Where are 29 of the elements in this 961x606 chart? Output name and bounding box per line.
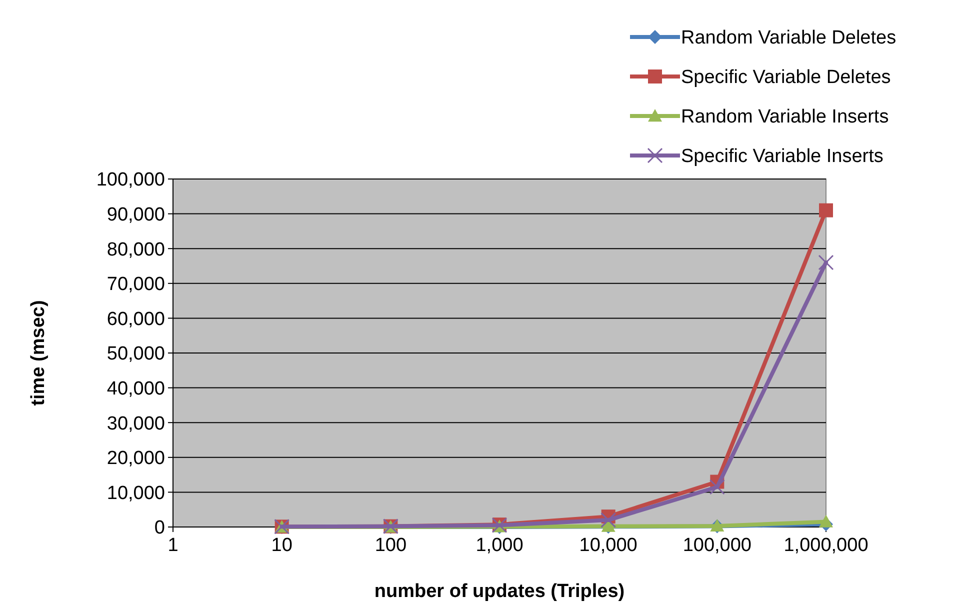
y-tick-label: 30,000 xyxy=(106,413,165,434)
y-tick-label: 100,000 xyxy=(96,170,165,191)
x-tick-label: 10 xyxy=(271,535,292,556)
x-tick-label: 1,000 xyxy=(476,535,524,556)
y-tick-label: 80,000 xyxy=(106,239,165,260)
y-tick-label: 20,000 xyxy=(106,448,165,470)
y-tick-label: 10,000 xyxy=(106,482,165,504)
legend-label: Specific Variable Deletes xyxy=(681,67,891,88)
legend-label: Specific Variable Inserts xyxy=(681,146,884,168)
point xyxy=(819,514,833,528)
y-tick-label: 40,000 xyxy=(106,378,165,400)
legend-label: Random Variable Inserts xyxy=(681,106,889,128)
point xyxy=(818,254,834,270)
y-tick-label: 70,000 xyxy=(106,274,165,296)
y-tick-label: 60,000 xyxy=(106,308,165,330)
x-tick-label: 10,000 xyxy=(579,535,638,556)
legend-label: Random Variable Deletes xyxy=(681,28,896,49)
x-axis-title: number of updates (Triples) xyxy=(374,581,625,602)
x-tick-label: 100,000 xyxy=(682,535,752,556)
y-tick-label: 0 xyxy=(154,518,165,539)
point xyxy=(709,479,725,495)
y-tick-label: 90,000 xyxy=(106,204,165,226)
y-axis-title: time (msec) xyxy=(28,300,49,406)
x-tick-label: 1 xyxy=(168,535,178,556)
x-tick-label: 1,000,000 xyxy=(784,535,868,556)
y-tick-label: 50,000 xyxy=(106,344,165,365)
point xyxy=(819,203,833,218)
point xyxy=(600,512,616,528)
x-tick-label: 100 xyxy=(374,535,407,556)
